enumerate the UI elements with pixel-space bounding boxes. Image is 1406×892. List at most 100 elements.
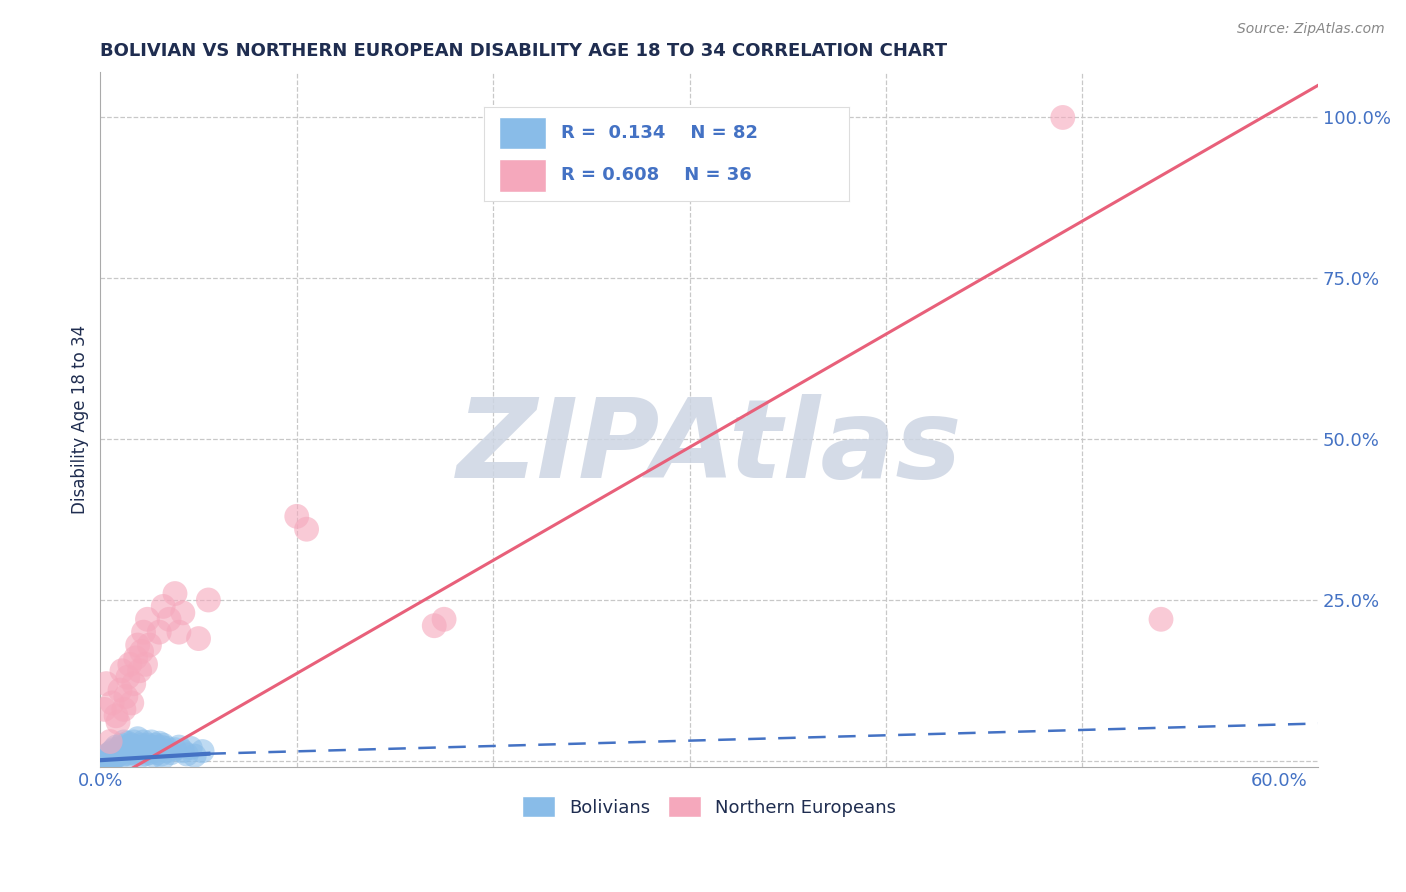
Point <box>103 747 125 762</box>
Point <box>105 749 128 764</box>
Point <box>118 741 141 756</box>
Point <box>187 632 209 646</box>
Point <box>180 741 202 756</box>
Point <box>93 752 115 766</box>
Point <box>121 748 143 763</box>
Point <box>138 746 160 760</box>
Point <box>143 744 166 758</box>
Point <box>146 746 169 760</box>
Point <box>148 742 170 756</box>
Point <box>142 739 165 754</box>
Point <box>132 734 155 748</box>
Point <box>136 612 159 626</box>
Point <box>160 746 183 760</box>
Point <box>172 744 194 758</box>
Point <box>136 744 159 758</box>
Point <box>433 612 456 626</box>
Point <box>91 752 114 766</box>
Point <box>285 509 308 524</box>
Point <box>98 734 121 748</box>
Point <box>117 670 139 684</box>
Y-axis label: Disability Age 18 to 34: Disability Age 18 to 34 <box>72 326 89 515</box>
Point <box>115 690 138 704</box>
Point <box>163 586 186 600</box>
Point <box>105 746 128 760</box>
Point <box>93 702 115 716</box>
Point <box>111 748 134 763</box>
Point <box>1150 612 1173 626</box>
Point <box>136 738 159 752</box>
Point <box>122 734 145 748</box>
Point <box>131 738 153 752</box>
Point <box>105 739 128 754</box>
Point <box>96 752 118 766</box>
Point <box>101 750 124 764</box>
Point <box>96 676 118 690</box>
Point <box>131 748 153 763</box>
Point <box>125 651 148 665</box>
Point <box>295 522 318 536</box>
Point <box>135 739 157 754</box>
Point <box>183 748 205 763</box>
Point <box>157 612 180 626</box>
Point <box>101 752 124 766</box>
Point <box>115 747 138 762</box>
Point <box>125 747 148 762</box>
Point <box>98 748 121 763</box>
Point <box>128 746 150 760</box>
Point <box>167 739 190 754</box>
Point <box>141 742 163 756</box>
Point <box>93 750 115 764</box>
Point <box>135 747 157 762</box>
Text: Source: ZipAtlas.com: Source: ZipAtlas.com <box>1237 22 1385 37</box>
Point <box>156 744 179 758</box>
Point <box>152 599 174 614</box>
Point <box>148 736 170 750</box>
Point <box>97 751 120 765</box>
Point <box>152 738 174 752</box>
Point <box>98 750 121 764</box>
Point <box>101 744 124 758</box>
Point <box>111 664 134 678</box>
Point <box>172 606 194 620</box>
Point <box>141 734 163 748</box>
Point <box>105 708 128 723</box>
Point <box>127 731 149 746</box>
Point <box>156 741 179 756</box>
Point <box>101 696 124 710</box>
Point <box>108 746 131 760</box>
Point <box>111 738 134 752</box>
Point <box>150 747 173 762</box>
Point <box>132 625 155 640</box>
Point <box>96 750 118 764</box>
Point <box>138 741 160 756</box>
Point <box>128 741 150 756</box>
Point <box>108 741 131 756</box>
Point <box>107 744 129 758</box>
Point <box>115 739 138 754</box>
Point <box>112 742 135 756</box>
Point <box>118 657 141 672</box>
Point <box>142 748 165 763</box>
Point <box>117 736 139 750</box>
Point <box>103 742 125 756</box>
Point <box>197 593 219 607</box>
Point <box>97 747 120 762</box>
Point <box>138 638 160 652</box>
Point <box>122 676 145 690</box>
Point <box>143 738 166 752</box>
Point <box>127 638 149 652</box>
Point <box>152 750 174 764</box>
Text: BOLIVIAN VS NORTHERN EUROPEAN DISABILITY AGE 18 TO 34 CORRELATION CHART: BOLIVIAN VS NORTHERN EUROPEAN DISABILITY… <box>100 42 948 60</box>
Point <box>103 750 125 764</box>
Point <box>117 744 139 758</box>
Point <box>121 696 143 710</box>
Point <box>150 739 173 754</box>
Point <box>97 749 120 764</box>
Point <box>96 748 118 763</box>
Point <box>191 744 214 758</box>
Point <box>91 752 114 766</box>
Point <box>121 738 143 752</box>
Point <box>127 744 149 758</box>
Point <box>176 747 198 762</box>
